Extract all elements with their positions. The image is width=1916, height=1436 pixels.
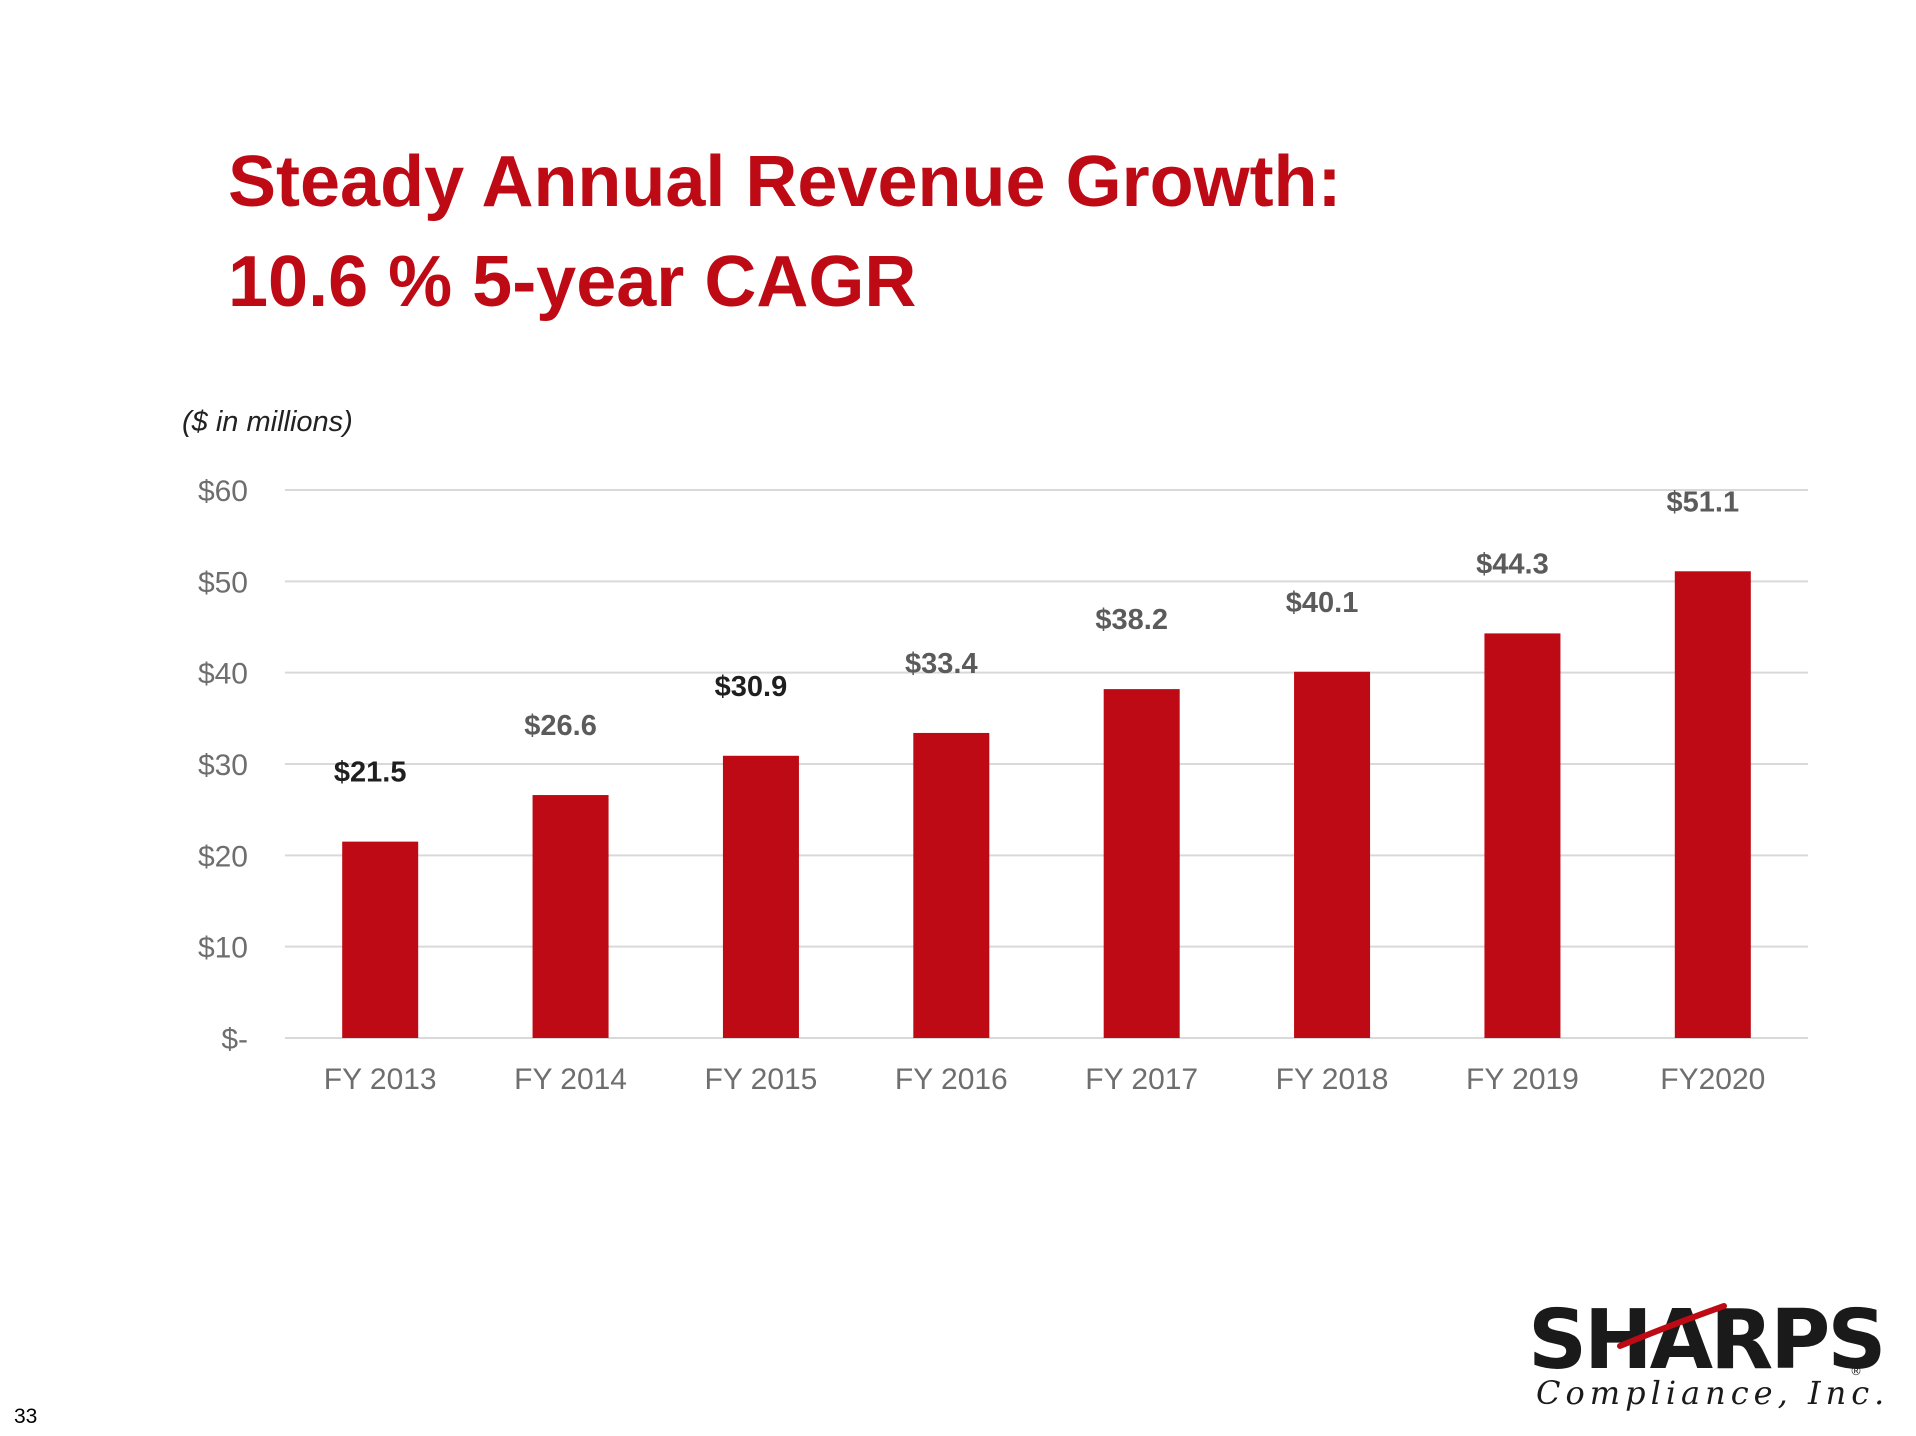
bar [913, 732, 990, 1038]
y-tick-label: $30 [198, 749, 248, 782]
data-label: $26.6 [524, 710, 597, 742]
revenue-bar-chart: $- $10 $20 $30 $40 $50 $60 $21.5 $26.6 $30.9 $33.… [198, 475, 1808, 1096]
x-tick-label: FY 2017 [1085, 1063, 1198, 1096]
bars [342, 571, 1751, 1038]
registered-mark: ® [1850, 1364, 1862, 1378]
sharps-logo: SHARPS ® Compliance, Inc. [1528, 1296, 1886, 1416]
data-label: $30.9 [715, 671, 788, 703]
x-tick-label: FY 2014 [514, 1063, 627, 1096]
y-tick-label: $60 [198, 475, 248, 508]
bar [1484, 633, 1561, 1038]
x-tick-label: FY2020 [1660, 1063, 1765, 1096]
y-axis-tick-labels: $- $10 $20 $30 $40 $50 $60 [198, 475, 248, 1056]
data-label: $38.2 [1095, 604, 1168, 636]
data-label: $44.3 [1476, 548, 1549, 580]
x-tick-label: FY 2019 [1466, 1063, 1579, 1096]
gridlines [285, 489, 1808, 1039]
bar [342, 841, 419, 1038]
bar [1103, 689, 1180, 1038]
title-line-2: 10.6 % 5-year CAGR [228, 242, 917, 322]
x-tick-label: FY 2015 [705, 1063, 818, 1096]
logo-swoosh-icon [1617, 1303, 1727, 1349]
unit-note: ($ in millions) [182, 406, 353, 438]
data-label: $40.1 [1286, 587, 1359, 619]
y-tick-label: $40 [198, 658, 248, 691]
data-labels: $21.5 $26.6 $30.9 $33.4 $38.2 $40.1 $44.3 $51.1 [334, 486, 1739, 788]
data-label: $51.1 [1667, 486, 1740, 518]
logo-tagline: Compliance, Inc. [1536, 1374, 1890, 1412]
data-label: $21.5 [334, 757, 407, 789]
y-tick-label: $- [221, 1023, 248, 1056]
bar [1674, 571, 1751, 1038]
title-line-1: Steady Annual Revenue Growth: [228, 142, 1342, 222]
data-label: $33.4 [905, 648, 978, 680]
x-tick-label: FY 2013 [324, 1063, 437, 1096]
bar [532, 795, 609, 1038]
x-tick-label: FY 2016 [895, 1063, 1008, 1096]
y-tick-label: $20 [198, 840, 248, 873]
bar [722, 755, 799, 1038]
page-number: 33 [14, 1405, 38, 1428]
bar [1294, 671, 1371, 1038]
slide-title: Steady Annual Revenue Growth: 10.6 % 5-y… [228, 132, 1342, 332]
x-tick-label: FY 2018 [1276, 1063, 1389, 1096]
y-tick-label: $50 [198, 566, 248, 599]
x-axis-tick-labels: FY 2013 FY 2014 FY 2015 FY 2016 FY 2017 FY 20… [324, 1063, 1766, 1096]
y-tick-label: $10 [198, 932, 248, 965]
